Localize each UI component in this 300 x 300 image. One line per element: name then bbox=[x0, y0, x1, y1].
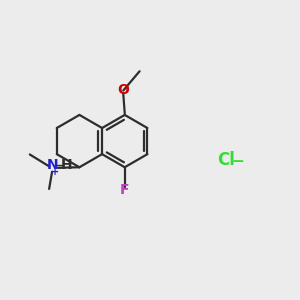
Text: Cl: Cl bbox=[217, 152, 235, 169]
Text: −: − bbox=[231, 154, 244, 169]
Text: +: + bbox=[51, 167, 59, 177]
Text: O: O bbox=[117, 83, 129, 97]
Text: F: F bbox=[120, 183, 130, 197]
Text: N: N bbox=[46, 158, 58, 172]
Text: H: H bbox=[61, 158, 73, 172]
